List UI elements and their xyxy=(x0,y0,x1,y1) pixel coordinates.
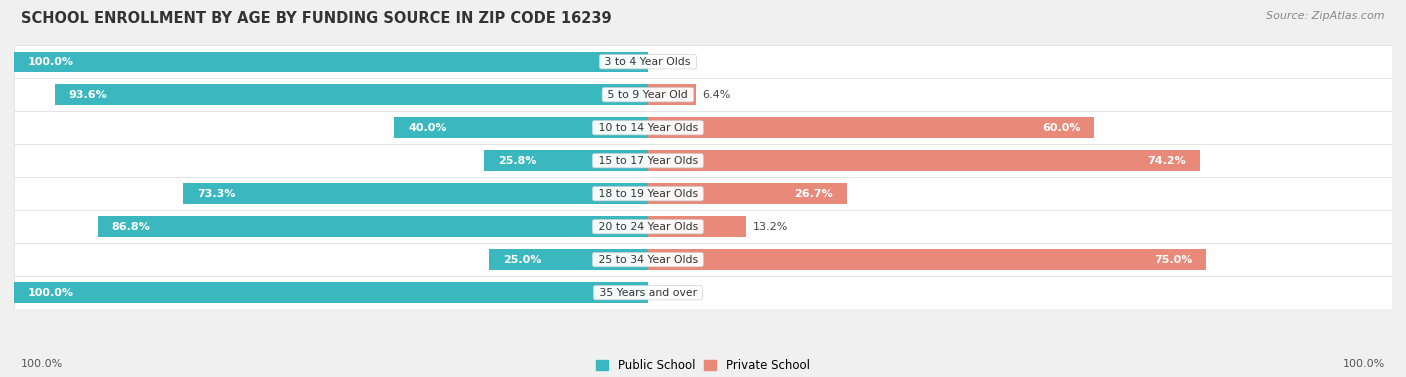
Text: 25.8%: 25.8% xyxy=(498,156,537,166)
Bar xyxy=(14,210,1392,243)
Bar xyxy=(394,118,648,138)
Text: Source: ZipAtlas.com: Source: ZipAtlas.com xyxy=(1267,11,1385,21)
Bar xyxy=(14,177,1392,210)
Text: 10 to 14 Year Olds: 10 to 14 Year Olds xyxy=(595,123,702,133)
Bar xyxy=(648,118,1094,138)
Bar xyxy=(489,250,648,270)
Bar xyxy=(98,216,648,237)
Text: 93.6%: 93.6% xyxy=(69,90,107,100)
Text: 5 to 9 Year Old: 5 to 9 Year Old xyxy=(605,90,692,100)
Text: 40.0%: 40.0% xyxy=(408,123,447,133)
Bar xyxy=(14,45,1392,78)
Text: 25.0%: 25.0% xyxy=(503,254,541,265)
Legend: Public School, Private School: Public School, Private School xyxy=(592,355,814,377)
Text: 73.3%: 73.3% xyxy=(197,188,235,199)
Text: SCHOOL ENROLLMENT BY AGE BY FUNDING SOURCE IN ZIP CODE 16239: SCHOOL ENROLLMENT BY AGE BY FUNDING SOUR… xyxy=(21,11,612,26)
Bar xyxy=(648,150,1199,171)
Text: 20 to 24 Year Olds: 20 to 24 Year Olds xyxy=(595,222,702,232)
Bar xyxy=(14,52,648,72)
Text: 15 to 17 Year Olds: 15 to 17 Year Olds xyxy=(595,156,702,166)
Bar xyxy=(14,78,1392,111)
Text: 18 to 19 Year Olds: 18 to 19 Year Olds xyxy=(595,188,702,199)
Text: 35 Years and over: 35 Years and over xyxy=(596,288,700,298)
Bar xyxy=(55,84,648,105)
Bar xyxy=(484,150,648,171)
Text: 100.0%: 100.0% xyxy=(28,57,75,67)
Text: 13.2%: 13.2% xyxy=(754,222,789,232)
Text: 26.7%: 26.7% xyxy=(794,188,832,199)
Text: 100.0%: 100.0% xyxy=(28,288,75,298)
Bar xyxy=(648,250,1206,270)
Text: 6.4%: 6.4% xyxy=(703,90,731,100)
Text: 74.2%: 74.2% xyxy=(1147,156,1187,166)
Bar xyxy=(648,84,696,105)
Bar xyxy=(648,184,846,204)
Text: 75.0%: 75.0% xyxy=(1154,254,1192,265)
Text: 86.8%: 86.8% xyxy=(111,222,150,232)
Bar xyxy=(14,111,1392,144)
Text: 3 to 4 Year Olds: 3 to 4 Year Olds xyxy=(602,57,695,67)
Bar xyxy=(648,216,747,237)
Text: 100.0%: 100.0% xyxy=(1343,359,1385,369)
Text: 25 to 34 Year Olds: 25 to 34 Year Olds xyxy=(595,254,702,265)
Bar xyxy=(14,276,1392,309)
Bar xyxy=(14,243,1392,276)
Bar xyxy=(14,144,1392,177)
Bar xyxy=(14,282,648,303)
Text: 100.0%: 100.0% xyxy=(21,359,63,369)
Bar xyxy=(183,184,648,204)
Text: 60.0%: 60.0% xyxy=(1042,123,1081,133)
